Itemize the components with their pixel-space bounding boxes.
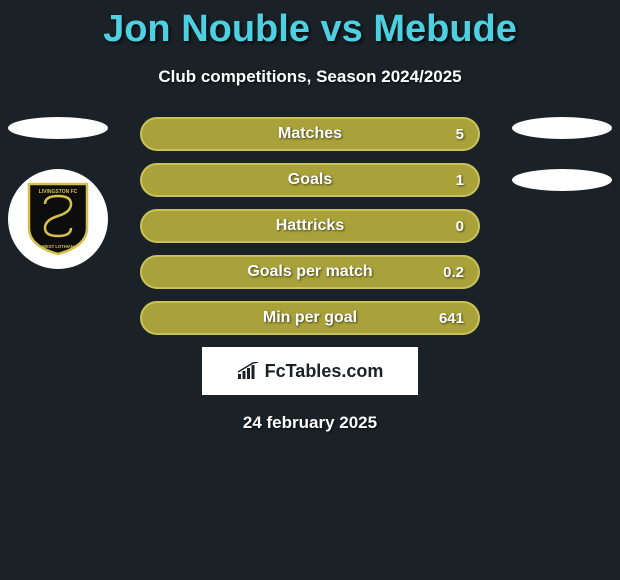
branding-box: FcTables.com bbox=[202, 347, 418, 395]
chart-icon bbox=[237, 362, 259, 380]
stat-label: Goals per match bbox=[247, 263, 372, 281]
stat-value: 0 bbox=[456, 218, 464, 235]
stat-bar: Goals 1 bbox=[140, 163, 480, 197]
left-column: LIVINGSTON FC WEST LOTHIAN bbox=[8, 117, 108, 269]
stat-label: Matches bbox=[278, 125, 342, 143]
stat-bar: Matches 5 bbox=[140, 117, 480, 151]
svg-text:WEST LOTHIAN: WEST LOTHIAN bbox=[42, 244, 74, 249]
left-ellipse-1 bbox=[8, 117, 108, 139]
date-text: 24 february 2025 bbox=[0, 413, 620, 433]
shield-icon: LIVINGSTON FC WEST LOTHIAN bbox=[27, 182, 89, 256]
right-column bbox=[512, 117, 612, 221]
comparison-content: LIVINGSTON FC WEST LOTHIAN Matches 5 Goa… bbox=[0, 117, 620, 433]
stat-bar: Hattricks 0 bbox=[140, 209, 480, 243]
stat-bar: Goals per match 0.2 bbox=[140, 255, 480, 289]
right-ellipse-1 bbox=[512, 117, 612, 139]
stat-bar: Min per goal 641 bbox=[140, 301, 480, 335]
stat-value: 0.2 bbox=[443, 264, 464, 281]
subtitle: Club competitions, Season 2024/2025 bbox=[0, 67, 620, 87]
stat-label: Goals bbox=[288, 171, 332, 189]
stat-value: 641 bbox=[439, 310, 464, 327]
svg-text:LIVINGSTON FC: LIVINGSTON FC bbox=[39, 189, 78, 195]
page-title: Jon Nouble vs Mebude bbox=[0, 0, 620, 51]
right-ellipse-2 bbox=[512, 169, 612, 191]
stat-value: 1 bbox=[456, 172, 464, 189]
club-crest-left: LIVINGSTON FC WEST LOTHIAN bbox=[8, 169, 108, 269]
stat-label: Min per goal bbox=[263, 309, 357, 327]
stat-bars: Matches 5 Goals 1 Hattricks 0 Goals per … bbox=[140, 117, 480, 335]
stat-value: 5 bbox=[456, 126, 464, 143]
branding-text: FcTables.com bbox=[265, 361, 384, 382]
stat-label: Hattricks bbox=[276, 217, 344, 235]
